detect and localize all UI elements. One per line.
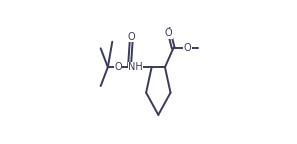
Text: O: O (184, 43, 192, 53)
Text: NH: NH (128, 62, 143, 72)
Text: O: O (165, 28, 172, 38)
Text: O: O (127, 32, 135, 42)
Text: O: O (114, 62, 122, 72)
